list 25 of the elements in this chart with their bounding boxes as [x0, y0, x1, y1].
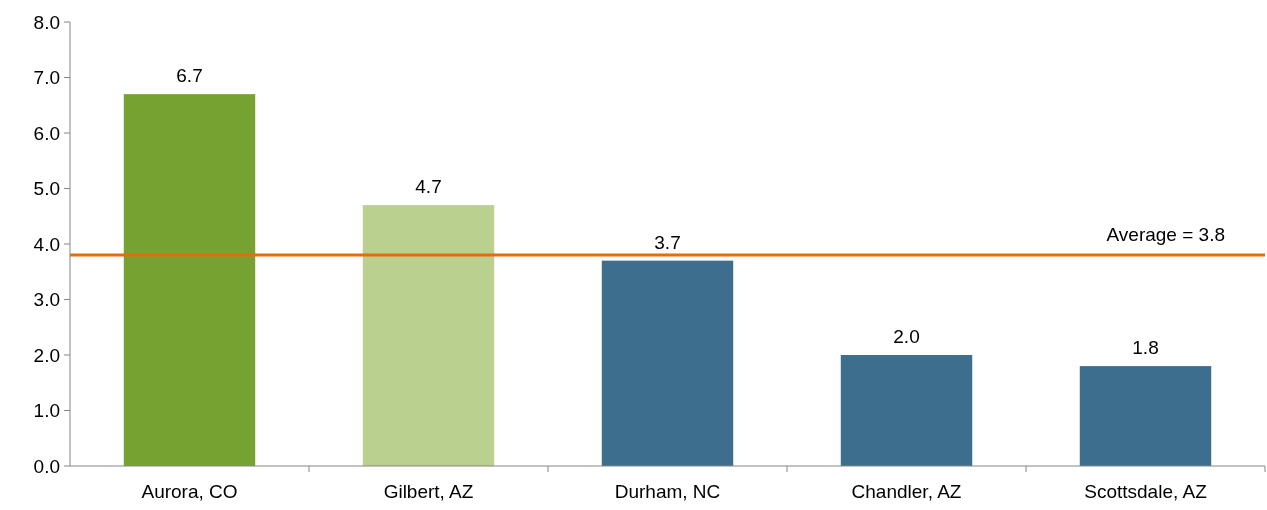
bar: [840, 355, 973, 466]
y-tick-label: 6.0: [33, 122, 60, 144]
data-label: 1.8: [1132, 337, 1159, 359]
x-tick-label: Durham, NC: [614, 481, 721, 502]
x-tick-label: Scottsdale, AZ: [1084, 481, 1208, 502]
data-label: 4.7: [415, 176, 442, 198]
y-tick-label: 8.0: [33, 11, 60, 33]
data-label: 3.7: [654, 231, 681, 253]
data-label: 2.0: [893, 326, 920, 347]
x-tick-label: Aurora, CO: [141, 481, 238, 502]
x-tick-label: Gilbert, AZ: [383, 481, 474, 502]
y-tick-label: 1.0: [33, 400, 60, 422]
bar: [362, 205, 495, 466]
bar: [123, 94, 256, 466]
ref-line-label: Average = 3.8: [1106, 224, 1225, 246]
y-tick-label: 4.0: [33, 233, 60, 255]
y-tick-label: 3.0: [33, 289, 60, 311]
y-tick-label: 5.0: [33, 178, 60, 200]
y-tick-label: 0.0: [33, 455, 60, 477]
y-tick-label: 7.0: [33, 67, 60, 89]
bar: [601, 260, 734, 466]
x-tick-label: Chandler, AZ: [851, 481, 962, 502]
bar: [1079, 366, 1212, 466]
data-label: 6.7: [176, 65, 203, 87]
y-tick-label: 2.0: [33, 344, 60, 366]
